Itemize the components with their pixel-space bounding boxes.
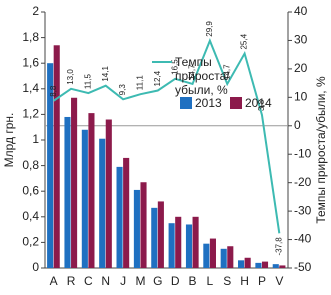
value-label: 25,4 (240, 33, 249, 49)
value-label: 9,3 (118, 84, 127, 96)
legend-label: Темпы прироста/убыли, % (175, 55, 230, 97)
bar (157, 201, 164, 268)
x-tick-label: L (207, 274, 214, 288)
value-label: 13,0 (66, 69, 75, 85)
x-tick-label: P (258, 274, 266, 288)
bar (64, 116, 71, 269)
bar (88, 113, 95, 269)
bar (209, 238, 216, 268)
y-tick-label: 0,4 (22, 209, 39, 223)
y2-tick-label: -30 (294, 203, 312, 217)
y2-tick-label: 10 (294, 90, 308, 104)
legend-swatch (180, 97, 192, 109)
y-tick-label: 0,2 (22, 235, 39, 249)
legend-swatch (230, 97, 242, 109)
value-label: 12,4 (153, 70, 162, 86)
bar (279, 265, 286, 268)
y-tick-label: 1,6 (22, 55, 39, 69)
y2-tick-label: -10 (294, 146, 312, 160)
bar (53, 45, 60, 268)
bar (175, 216, 182, 268)
x-tick-label: N (101, 274, 110, 288)
y2-tick-label: -50 (294, 260, 312, 274)
legend-label: 2013 (195, 96, 222, 110)
y2-axis-title: Темпы прироста/убыли, % (314, 76, 328, 224)
bar (261, 261, 269, 268)
x-tick-label: C (84, 274, 93, 288)
bar (105, 119, 112, 269)
value-label: 14,1 (101, 66, 110, 82)
bar (255, 262, 262, 268)
value-label: 11,1 (136, 75, 145, 91)
y-tick-label: 1,4 (22, 81, 39, 95)
bar (81, 129, 88, 268)
y2-tick-label: 40 (294, 4, 308, 18)
bar (71, 97, 78, 268)
bar (151, 207, 158, 268)
line (53, 38, 281, 234)
value-label: -37,8 (274, 237, 283, 256)
bar (116, 166, 123, 268)
bar (185, 224, 193, 268)
value-label: 3,8 (257, 99, 266, 111)
value-label: 11,5 (84, 74, 93, 90)
value-label: 14,7 (222, 64, 231, 80)
x-tick-label: S (223, 274, 231, 288)
y-tick-label: 1 (32, 132, 39, 146)
bar (99, 138, 106, 268)
y-tick-label: 2 (32, 4, 39, 18)
x-tick-label: V (275, 274, 283, 288)
y-tick-label: 1,8 (22, 30, 39, 44)
value-label: 14,7 (188, 64, 197, 80)
x-tick-label: J (120, 274, 126, 288)
bar (47, 63, 54, 269)
bar (238, 260, 245, 268)
y2-tick-label: 0 (294, 118, 301, 132)
bar (168, 223, 175, 268)
y2-tick-label: -40 (294, 232, 312, 246)
bar (133, 189, 140, 268)
bar (140, 182, 147, 268)
x-tick-label: B (189, 274, 197, 288)
value-label: 29,9 (205, 21, 214, 37)
bar (244, 257, 251, 268)
bar (227, 246, 234, 268)
value-label: 8,8 (49, 85, 58, 97)
y-tick-label: 0 (32, 260, 39, 274)
x-tick-label: R (67, 274, 76, 288)
x-tick-label: H (240, 274, 249, 288)
x-tick-label: M (135, 274, 145, 288)
legend-label: 2014 (245, 96, 272, 110)
y2-tick-label: 30 (294, 33, 308, 47)
x-tick-label: G (153, 274, 162, 288)
x-tick-label: A (50, 274, 58, 288)
y-tick-label: 1,2 (22, 107, 39, 121)
y-axis-title: Млрд грн. (2, 113, 16, 168)
value-label: 16,5 (170, 59, 179, 75)
bar (123, 157, 130, 268)
y-tick-label: 0,8 (22, 158, 39, 172)
bar (203, 243, 210, 268)
y-tick-label: 0,6 (22, 183, 39, 197)
bar (220, 248, 227, 268)
y2-tick-label: -20 (294, 175, 312, 189)
x-tick-label: D (171, 274, 180, 288)
y2-tick-label: 20 (294, 61, 308, 75)
bar (192, 216, 199, 268)
bar (272, 264, 279, 268)
